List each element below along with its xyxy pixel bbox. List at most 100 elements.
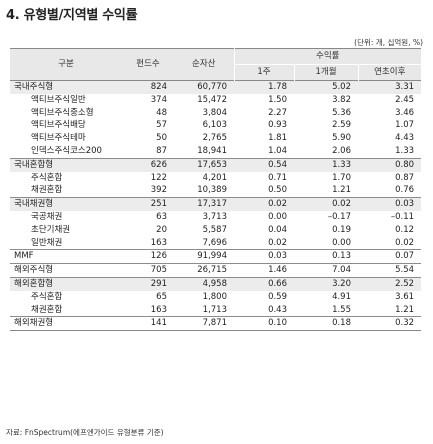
cell-funds: 20 xyxy=(156,224,167,235)
cell-assets: 1,800 xyxy=(202,291,227,302)
cell-return-1m: 2.06 xyxy=(332,145,351,156)
cell-assets: 7,696 xyxy=(202,237,227,248)
cell-return-1w: 1.81 xyxy=(268,133,287,144)
cell-return-ytd: 3.46 xyxy=(395,107,415,118)
header-row-top: 구분 펀드수 순자산 수익률 xyxy=(10,48,422,81)
table-row: 해외혼합형 291 4,958 0.66 3.20 2.52 xyxy=(10,276,422,291)
table-row: 국내채권형 251 17,317 0.02 0.02 0.03 xyxy=(10,197,422,211)
cell-category: 국내채권형 xyxy=(10,197,122,211)
cell-category: MMF xyxy=(10,249,122,264)
header-category: 구분 xyxy=(10,48,122,81)
cell-category: 채권혼합 xyxy=(31,185,63,196)
header-row-bottom: 1주 1개월 연초이후 xyxy=(10,64,422,81)
cell-assets: 17,653 xyxy=(174,157,234,172)
header-return-ytd: 연초이후 xyxy=(357,64,422,81)
cell-assets: 7,871 xyxy=(174,316,234,332)
cell-category: 일반채권 xyxy=(31,237,63,248)
cell-return-ytd: 0.03 xyxy=(358,197,422,211)
cell-return-1m: 1.70 xyxy=(332,172,351,183)
cell-return-ytd: 5.54 xyxy=(358,263,422,278)
table-row: 액티브주식배당 57 6,103 0.93 2.59 1.07 xyxy=(10,119,421,132)
table-header: 구분 펀드수 순자산 수익률 1주 1개월 연초이후 xyxy=(10,48,422,81)
cell-return-1w: 1.46 xyxy=(234,263,294,278)
cell-return-ytd: 0.02 xyxy=(395,237,415,248)
cell-category: 액티브주식테마 xyxy=(31,133,86,144)
cell-return-ytd: 0.76 xyxy=(395,185,415,196)
cell-funds: 57 xyxy=(156,120,167,131)
cell-category: 인덱스주식코스200 xyxy=(31,145,102,156)
header-return-1w: 1주 xyxy=(233,64,294,81)
cell-return-1m: 0.00 xyxy=(332,237,351,248)
cell-assets: 60,770 xyxy=(174,80,234,94)
table-body: 국내주식형 824 60,770 1.78 5.02 3.31 액티브주식일반 374 15,4… xyxy=(10,80,422,332)
table-row: 해외채권형 141 7,871 0.10 0.18 0.32 xyxy=(10,316,422,332)
cell-return-1m: 4.91 xyxy=(332,291,351,302)
cell-return-1m: 1.55 xyxy=(332,304,351,315)
header-return-1m: 1개월 xyxy=(293,64,358,81)
cell-return-1w: 0.00 xyxy=(268,211,287,222)
table-row: 일반채권 163 7,696 0.02 0.00 0.02 xyxy=(10,237,421,250)
table-row: 인덱스주식코스200 87 18,941 1.04 2.06 1.33 xyxy=(10,145,421,158)
cell-category: 액티브주식일반 xyxy=(31,94,86,105)
cell-funds: 163 xyxy=(150,304,167,315)
cell-funds: 65 xyxy=(156,291,167,302)
cell-return-1m: 0.19 xyxy=(332,224,351,235)
cell-return-1m: 1.21 xyxy=(332,185,351,196)
table-row: 액티브주식일반 374 15,472 1.50 3.82 2.45 xyxy=(10,94,421,107)
table-row: 국내주식형 824 60,770 1.78 5.02 3.31 xyxy=(10,80,422,94)
cell-return-1m: 3.20 xyxy=(294,276,358,291)
cell-return-ytd: 0.87 xyxy=(395,172,415,183)
table-row: 채권혼합 163 1,713 0.43 1.55 1.21 xyxy=(10,304,421,317)
table-row: 주식혼합 122 4,201 0.71 1.70 0.87 xyxy=(10,172,421,185)
cell-funds: 626 xyxy=(122,157,174,172)
table-row: 주식혼합 65 1,800 0.59 4.91 3.61 xyxy=(10,291,421,304)
cell-assets: 18,941 xyxy=(197,145,227,156)
cell-category: 국내혼합형 xyxy=(10,157,122,172)
cell-return-1w: 2.27 xyxy=(268,107,287,118)
cell-return-1m: 5.36 xyxy=(332,107,351,118)
cell-category: 주식혼합 xyxy=(31,291,63,302)
cell-assets: 4,201 xyxy=(202,172,227,183)
cell-funds: 392 xyxy=(150,185,167,196)
cell-return-ytd: 3.61 xyxy=(395,291,415,302)
cell-return-1w: 0.02 xyxy=(268,237,287,248)
cell-funds: 48 xyxy=(156,107,167,118)
cell-return-1w: 0.10 xyxy=(234,316,294,332)
cell-return-ytd: –0.11 xyxy=(390,211,415,222)
cell-return-ytd: 2.45 xyxy=(395,94,415,105)
cell-return-1m: 0.13 xyxy=(294,249,358,264)
cell-funds: 126 xyxy=(122,249,174,264)
cell-return-ytd: 0.07 xyxy=(358,249,422,264)
cell-assets: 15,472 xyxy=(197,94,227,105)
cell-funds: 163 xyxy=(150,237,167,248)
table-row: 초단기채권 20 5,587 0.04 0.19 0.12 xyxy=(10,224,421,237)
cell-assets: 17,317 xyxy=(174,197,234,211)
cell-return-ytd: 0.32 xyxy=(358,316,422,332)
cell-category: 주식혼합 xyxy=(31,172,63,183)
table-row: MMF 126 91,994 0.03 0.13 0.07 xyxy=(10,249,422,264)
header-funds: 펀드수 xyxy=(122,48,174,81)
page-title: 4. 유형별/지역별 수익률 xyxy=(6,8,138,23)
cell-funds: 50 xyxy=(156,133,167,144)
cell-return-ytd: 1.33 xyxy=(395,145,415,156)
cell-return-1w: 0.71 xyxy=(268,172,287,183)
cell-return-1w: 1.50 xyxy=(268,94,287,105)
table-row: 국내혼합형 626 17,653 0.54 1.33 0.80 xyxy=(10,157,422,172)
cell-funds: 251 xyxy=(122,197,174,211)
cell-category: 액티브주식중소형 xyxy=(31,107,94,118)
cell-funds: 291 xyxy=(122,276,174,291)
cell-return-1m: 0.02 xyxy=(294,197,358,211)
cell-assets: 3,713 xyxy=(202,211,227,222)
cell-funds: 705 xyxy=(122,263,174,278)
cell-return-ytd: 1.21 xyxy=(395,304,415,315)
cell-return-1m: 1.33 xyxy=(294,157,358,172)
unit-note: (단위: 개, 십억원, %) xyxy=(354,38,423,47)
cell-category: 초단기채권 xyxy=(31,224,71,235)
cell-category: 국내주식형 xyxy=(10,80,122,94)
cell-return-1m: 0.18 xyxy=(294,316,358,332)
cell-return-1m: –0.17 xyxy=(327,211,351,222)
cell-return-ytd: 0.80 xyxy=(358,157,422,172)
cell-return-1w: 0.43 xyxy=(268,304,287,315)
cell-funds: 87 xyxy=(156,145,167,156)
